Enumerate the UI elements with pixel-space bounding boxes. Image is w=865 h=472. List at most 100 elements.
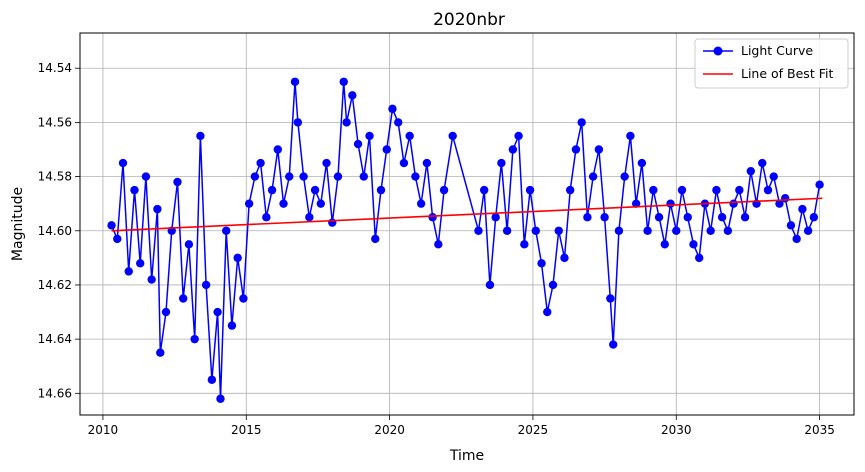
light-curve-point: [660, 240, 669, 249]
light-curve-point: [371, 234, 380, 244]
light-curve-point: [239, 294, 248, 303]
light-curve-point: [179, 294, 188, 303]
light-curve-point: [560, 253, 569, 263]
light-curve-point: [763, 185, 773, 195]
light-curve-point: [316, 199, 325, 208]
light-curve-point: [365, 131, 374, 141]
light-curve-point: [769, 172, 778, 181]
series-layer: [107, 77, 824, 403]
light-curve-point: [233, 253, 242, 263]
light-curve-point: [781, 194, 790, 203]
light-curve-point: [190, 334, 199, 344]
light-curve-point: [353, 139, 363, 149]
axis-ticks: 2010 2015 2020 2025 2030 2035 14.54 14.56 14.58 1…: [38, 61, 835, 437]
light-curve-point: [654, 213, 664, 222]
light-curve-point: [201, 280, 211, 290]
legend-marker-curve: [713, 46, 723, 56]
light-curve-point: [480, 185, 489, 195]
light-curve-point: [305, 213, 314, 222]
best-fit-line: [111, 197, 823, 232]
light-curve-point: [803, 226, 813, 235]
light-curve-point: [775, 199, 784, 208]
light-curve-point: [147, 275, 156, 284]
light-curve-point: [514, 131, 523, 141]
light-curve-point: [213, 307, 222, 317]
light-curve-point: [677, 185, 687, 195]
light-curve-point: [216, 394, 225, 403]
light-curve-point: [735, 185, 744, 195]
light-curve-point: [614, 226, 624, 235]
light-curve-point: [815, 180, 824, 189]
light-curve-point: [717, 213, 727, 222]
light-curve-point: [411, 172, 420, 181]
light-curve-point: [359, 172, 368, 181]
light-curve-point: [666, 199, 675, 208]
light-curve-point: [474, 226, 483, 235]
light-curve-point: [758, 158, 767, 168]
y-axis-label: Magnitude: [10, 187, 26, 261]
light-curve-point: [729, 199, 738, 208]
light-curve-point: [196, 131, 205, 141]
light-curve-point: [695, 253, 704, 263]
x-axis-label: Time: [449, 448, 484, 464]
light-curve-point: [740, 213, 750, 222]
y-tick-label: 14.60: [38, 224, 72, 238]
light-curve-point: [600, 213, 609, 222]
light-curve-point: [416, 199, 426, 208]
light-curve-point: [583, 213, 592, 222]
light-curve-point: [184, 240, 194, 249]
light-curve-point: [342, 118, 351, 127]
light-curve-point: [502, 226, 512, 235]
chart-title: 2020nbr: [433, 10, 505, 30]
y-tick-label: 14.64: [38, 332, 72, 346]
light-curve-point: [394, 118, 403, 127]
light-curve-point: [262, 213, 271, 222]
light-curve-point: [723, 226, 733, 235]
light-curve-point: [244, 199, 254, 208]
light-curve-point: [339, 77, 348, 86]
light-curve-point: [124, 267, 133, 276]
light-curve-point: [382, 145, 391, 154]
light-curve-point: [594, 145, 604, 154]
light-curve-point: [113, 234, 122, 244]
light-curve-point: [588, 172, 598, 181]
light-curve-point: [399, 158, 409, 168]
light-curve-point: [388, 104, 397, 114]
light-curve-point: [491, 213, 500, 222]
light-curve-point: [571, 145, 581, 154]
x-tick-label: 2010: [88, 423, 119, 437]
y-tick-label: 14.54: [38, 61, 72, 75]
light-curve-point: [543, 307, 552, 317]
light-curve-point: [299, 172, 308, 181]
light-curve-point: [537, 259, 546, 268]
light-curve-point: [107, 221, 116, 230]
x-tick-label: 2030: [661, 423, 692, 437]
light-curve-point: [649, 185, 658, 195]
light-curve-point: [279, 199, 288, 208]
light-curve-point: [227, 321, 237, 330]
legend-box: [694, 38, 849, 89]
light-curve-point: [405, 131, 414, 141]
legend-label-light-curve: Light Curve: [741, 43, 813, 58]
light-curve-point: [508, 145, 518, 154]
light-curve-point: [310, 185, 320, 195]
light-curve-point: [267, 185, 277, 195]
light-curve-point: [207, 375, 217, 384]
light-curve-point: [153, 204, 162, 214]
y-tick-label: 14.62: [38, 278, 72, 292]
x-tick-label: 2035: [804, 423, 835, 437]
light-curve-point: [706, 226, 715, 235]
light-curve-point: [422, 158, 432, 168]
x-tick-label: 2020: [374, 423, 405, 437]
light-curve-point: [606, 294, 615, 303]
light-curve-point: [439, 185, 449, 195]
light-curve-point: [293, 118, 303, 127]
light-curve-point: [141, 172, 151, 181]
light-curve-point: [156, 348, 165, 357]
light-curve-point: [273, 145, 282, 154]
y-tick-label: 14.66: [38, 386, 72, 400]
light-curve-point: [689, 240, 698, 249]
light-curve-point: [520, 240, 529, 249]
light-curve-point: [290, 77, 300, 86]
light-curve-point: [434, 240, 443, 249]
